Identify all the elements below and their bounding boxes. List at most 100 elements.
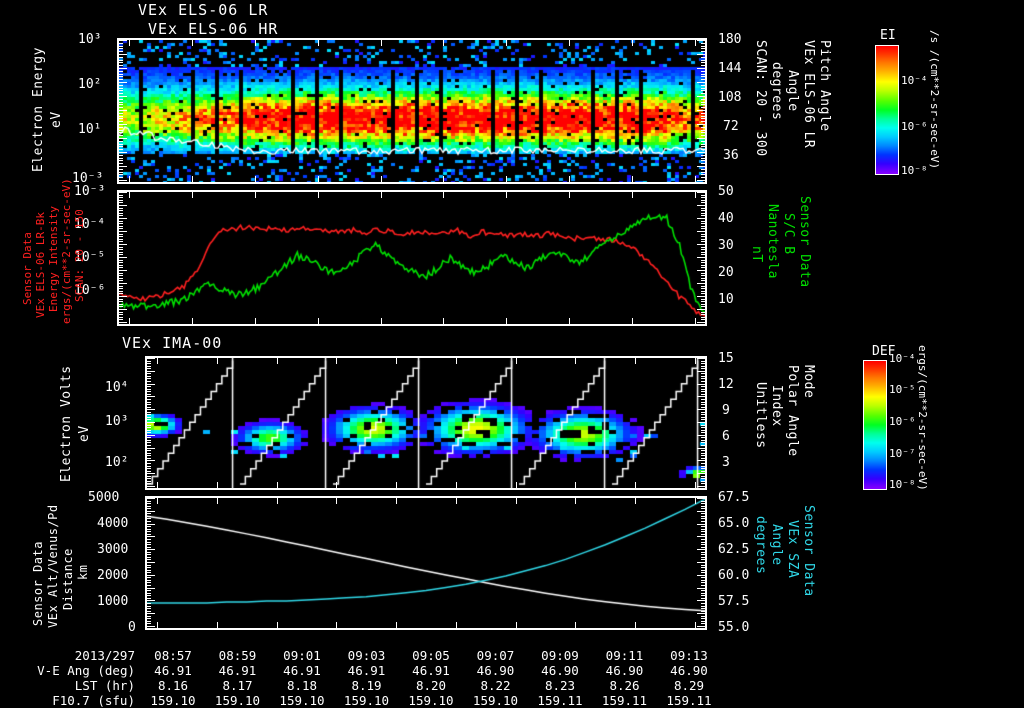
axis-tick-x: [129, 40, 130, 46]
axis-tick: [119, 112, 123, 114]
axis-tick-x: [276, 498, 278, 504]
axis-tick: [701, 406, 705, 408]
axis-tick: [147, 432, 151, 434]
axis-tick: [701, 531, 705, 533]
axis-tick: [119, 223, 123, 225]
axis-tick: [147, 556, 151, 558]
table-cell: 09:09: [541, 648, 579, 663]
axis-tick: [147, 483, 151, 485]
colorbar2-tick-0: 10⁻⁴: [889, 352, 916, 365]
axis-tick: [147, 363, 151, 365]
axis-tick: [701, 404, 705, 406]
axis-tick: [701, 478, 705, 480]
axis-tick: [147, 439, 151, 441]
axis-tick-x: [443, 40, 445, 46]
axis-tick: [701, 76, 705, 78]
axis-tick-x: [191, 40, 193, 46]
axis-tick: [119, 171, 123, 173]
axis-tick: [147, 396, 155, 398]
axis-tick: [119, 319, 123, 321]
axis-tick-x: [129, 192, 130, 198]
axis-tick: [701, 135, 705, 137]
panel-energy-intensity-magfield[interactable]: [117, 190, 707, 326]
axis-tick: [701, 577, 705, 579]
axis-tick: [147, 592, 151, 594]
axis-tick: [119, 129, 123, 131]
p3-ylabel-1: Electron Volts: [59, 365, 74, 482]
axis-tick: [147, 447, 155, 449]
axis-tick: [701, 210, 705, 212]
axis-tick: [701, 220, 705, 222]
axis-tick: [147, 452, 151, 454]
axis-tick: [701, 197, 705, 199]
axis-tick-x: [396, 622, 398, 628]
axis-tick: [701, 465, 705, 467]
table-cell: 09:03: [347, 648, 386, 663]
axis-tick: [119, 272, 123, 274]
axis-tick-x: [396, 482, 398, 488]
axis-tick: [147, 572, 151, 574]
axis-tick: [701, 115, 705, 117]
axis-tick: [147, 486, 155, 487]
axis-tick-x: [191, 192, 193, 198]
axis-tick: [119, 73, 123, 75]
axis-tick-x: [254, 318, 256, 324]
p3-y2label-3: Index: [769, 385, 784, 427]
axis-tick: [119, 298, 123, 300]
p2-ytick-3: 10⁻⁶: [74, 283, 106, 298]
p1-ylabel-2: eV: [49, 111, 64, 128]
axis-tick: [697, 613, 705, 615]
axis-tick: [119, 238, 123, 240]
axis-tick: [701, 582, 705, 584]
axis-tick: [147, 523, 155, 525]
panel-ion-spectrogram[interactable]: [145, 356, 707, 490]
p2-ytick-0: 10⁻³: [74, 184, 106, 199]
axis-tick: [147, 365, 151, 367]
table-cell: 09:13: [670, 648, 708, 663]
axis-tick: [119, 244, 127, 245]
axis-tick: [701, 101, 705, 103]
axis-tick: [147, 595, 151, 597]
axis-tick-x: [216, 622, 218, 628]
axis-tick: [147, 613, 155, 615]
p4-ylabel-2: VEx Alt/Venus/Pd: [46, 504, 60, 628]
axis-tick-x: [276, 622, 278, 628]
axis-tick: [147, 434, 155, 436]
axis-tick: [701, 393, 705, 395]
panel-electron-energy-spectrogram[interactable]: [117, 38, 707, 184]
axis-tick: [701, 146, 705, 148]
axis-tick: [119, 228, 123, 230]
p1-y2tick-4: 36: [723, 148, 739, 163]
axis-tick: [147, 416, 151, 418]
axis-tick: [701, 267, 705, 269]
axis-tick: [147, 521, 151, 523]
axis-tick: [701, 254, 705, 256]
axis-tick: [697, 510, 705, 512]
axis-tick: [147, 541, 151, 543]
p2-y2label-3: Nanotesla: [765, 204, 780, 279]
axis-tick-x: [455, 482, 457, 488]
axis-tick: [119, 270, 127, 271]
axis-tick: [701, 470, 705, 472]
p2-ylabel-4: ergs/(cm**2-sr-sec-eV): [60, 178, 73, 324]
axis-tick: [701, 437, 705, 439]
axis-tick: [119, 154, 123, 156]
axis-tick: [701, 554, 705, 556]
axis-tick: [147, 368, 151, 370]
axis-tick: [147, 411, 151, 413]
axis-tick: [701, 505, 705, 507]
axis-tick-x: [336, 358, 338, 364]
axis-tick: [697, 244, 705, 245]
axis-tick: [697, 396, 705, 398]
table-row-label-0: 2013/297: [74, 648, 135, 663]
colorbar1-tick-0: 10⁻⁴: [901, 74, 928, 87]
axis-tick: [697, 600, 705, 602]
p3-ytick-0: 10⁴: [105, 380, 129, 395]
axis-tick: [701, 480, 705, 482]
axis-tick: [119, 59, 123, 61]
axis-tick: [119, 51, 123, 53]
axis-tick: [701, 241, 705, 243]
p3-y2tick-3: 6: [722, 429, 730, 444]
panel-altitude-sza[interactable]: [145, 496, 707, 630]
p2-y2tick-4: 10: [718, 292, 734, 307]
